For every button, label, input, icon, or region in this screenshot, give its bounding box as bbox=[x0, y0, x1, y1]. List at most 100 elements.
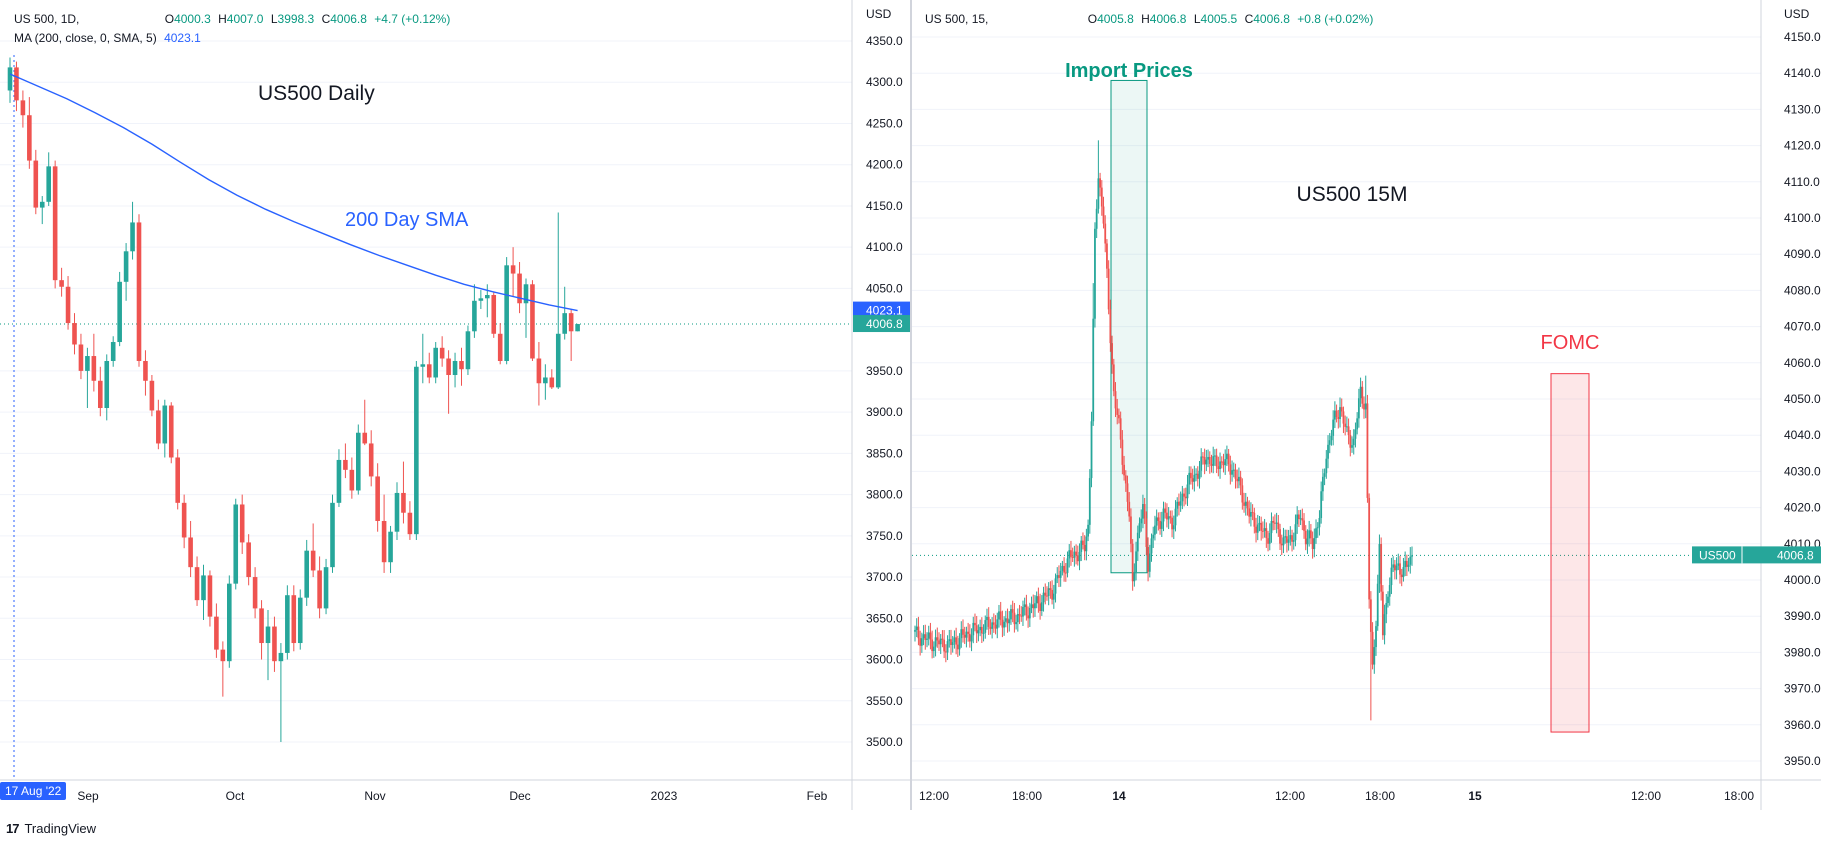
fomc-highlight bbox=[1550, 373, 1590, 733]
candle-body bbox=[14, 67, 19, 101]
y-tick-label: 3650.0 bbox=[866, 611, 903, 625]
candle-body bbox=[1186, 484, 1189, 499]
candle-body bbox=[1279, 529, 1281, 544]
candle-body bbox=[104, 360, 110, 408]
candle-body bbox=[1364, 403, 1367, 410]
candle-body bbox=[1246, 501, 1249, 509]
intraday-high-value: 4006.8 bbox=[1149, 12, 1187, 26]
y-tick-label: 4050.0 bbox=[1784, 392, 1821, 406]
candle-body bbox=[1219, 461, 1221, 470]
candle-body bbox=[1032, 604, 1035, 609]
candle-body bbox=[1095, 208, 1098, 229]
intraday-chart-title: US500 15M bbox=[1297, 183, 1408, 206]
candle-body bbox=[1306, 538, 1309, 545]
intraday-legend-row: US 500, 15, O4005.8 H4006.8 L4005.5 C400… bbox=[925, 12, 1374, 26]
candle-body bbox=[323, 567, 329, 609]
panel-divider[interactable] bbox=[910, 0, 912, 810]
candle-body bbox=[39, 201, 45, 208]
candle-body bbox=[1016, 614, 1019, 623]
candle-body bbox=[1354, 429, 1357, 439]
candle-body bbox=[1251, 512, 1254, 514]
currency-label: USD bbox=[1784, 7, 1810, 21]
candle-body bbox=[1253, 512, 1256, 527]
candle-body bbox=[1388, 585, 1391, 597]
x-tick-label: 12:00 bbox=[919, 789, 949, 803]
daily-chart-svg[interactable]: USD 4350.0 4300.0 4250.0 4200.0 4150.0 4100.0 4… bbox=[0, 0, 910, 810]
candle-body bbox=[1030, 604, 1033, 608]
intraday-chart-svg[interactable]: USD 4150.0 4140.0 4130.0 4120.0 4110.0 4100.0 4… bbox=[912, 0, 1821, 810]
candle-body bbox=[1404, 560, 1407, 568]
y-tick-label: 3950.0 bbox=[1784, 754, 1821, 768]
candle-body bbox=[1371, 631, 1374, 665]
candle-body bbox=[130, 222, 135, 252]
candle-body bbox=[1368, 497, 1371, 600]
candle-body bbox=[188, 537, 193, 568]
candle-body bbox=[922, 634, 925, 639]
x-tick-label: 18:00 bbox=[1012, 789, 1042, 803]
tradingview-footer[interactable]: 17 TradingView bbox=[6, 817, 96, 839]
y-tick-label: 4100.0 bbox=[866, 240, 903, 254]
candle-body bbox=[1046, 595, 1048, 597]
candle-body bbox=[1080, 540, 1083, 552]
candle-body bbox=[465, 331, 471, 370]
daily-chart-panel[interactable]: USD 4350.0 4300.0 4250.0 4200.0 4150.0 4100.0 4… bbox=[0, 0, 910, 810]
candle-body bbox=[65, 286, 71, 324]
y-tick-label: 4070.0 bbox=[1784, 320, 1821, 334]
candle-body bbox=[1222, 461, 1225, 466]
candle-body bbox=[929, 632, 932, 640]
candle-body bbox=[1190, 472, 1192, 479]
candle-body bbox=[1366, 403, 1369, 498]
candle-body bbox=[1155, 517, 1158, 526]
candle-body bbox=[1270, 520, 1273, 534]
daily-indicator-row[interactable]: MA (200, close, 0, SMA, 5) 4023.1 bbox=[14, 31, 201, 45]
candle-body bbox=[1138, 523, 1141, 533]
candle-body bbox=[958, 638, 961, 650]
candle-body bbox=[1392, 564, 1395, 568]
candle-body bbox=[1248, 508, 1251, 517]
candle-body bbox=[1325, 458, 1328, 474]
candle-body bbox=[1409, 556, 1412, 565]
candle-body bbox=[1349, 435, 1352, 448]
candle-body bbox=[1320, 491, 1323, 519]
candle-body bbox=[1022, 607, 1024, 617]
candle-body bbox=[1361, 386, 1364, 404]
y-tick-label: 4350.0 bbox=[866, 34, 903, 48]
candle-body bbox=[1159, 520, 1161, 529]
candle-body bbox=[1059, 570, 1062, 578]
candle-body bbox=[568, 313, 574, 332]
candle-body bbox=[994, 624, 997, 629]
candle-body bbox=[452, 360, 458, 376]
daily-chart-title: US500 Daily bbox=[258, 82, 375, 105]
candle-body bbox=[136, 222, 142, 361]
candle-body bbox=[1013, 612, 1016, 625]
intraday-low-value: 4005.5 bbox=[1200, 12, 1238, 26]
y-tick-label: 4130.0 bbox=[1784, 102, 1821, 116]
candle-body bbox=[1056, 575, 1059, 579]
intraday-chart-panel[interactable]: USD 4150.0 4140.0 4130.0 4120.0 4110.0 4100.0 4… bbox=[912, 0, 1821, 810]
intraday-symbol-header: US 500, 15, bbox=[925, 12, 989, 26]
candle-body bbox=[433, 347, 438, 378]
candle-body bbox=[1381, 591, 1384, 636]
candle-body bbox=[575, 324, 580, 332]
candle-body bbox=[932, 646, 935, 652]
candle-body bbox=[310, 550, 316, 571]
daily-close-value: 4006.8 bbox=[330, 12, 367, 26]
candle-body bbox=[549, 377, 555, 388]
candle-body bbox=[1130, 516, 1132, 544]
candle-body bbox=[1202, 456, 1204, 458]
y-tick-label: 4120.0 bbox=[1784, 139, 1821, 153]
candle-body bbox=[1268, 533, 1271, 544]
candle-body bbox=[156, 410, 161, 444]
candle-body bbox=[1174, 508, 1177, 526]
x-tick-label: 14 bbox=[1112, 789, 1126, 803]
candle-body bbox=[1176, 501, 1179, 509]
y-tick-label: 3900.0 bbox=[866, 405, 903, 419]
candle-body bbox=[1102, 206, 1105, 224]
candle-body bbox=[1224, 459, 1227, 466]
candle-body bbox=[1373, 647, 1376, 665]
candle-body bbox=[1205, 459, 1208, 465]
candle-body bbox=[1387, 596, 1389, 604]
candle-body bbox=[459, 360, 464, 370]
candle-body bbox=[555, 333, 561, 388]
candle-body bbox=[965, 631, 968, 638]
